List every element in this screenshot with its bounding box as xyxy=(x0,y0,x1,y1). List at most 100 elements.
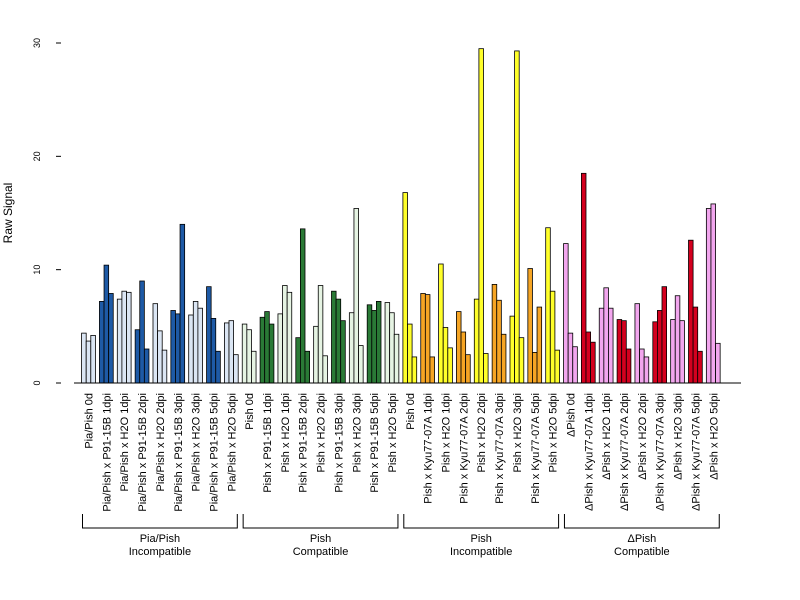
bar xyxy=(251,350,257,384)
x-tick-label: Pish 0d xyxy=(405,393,417,430)
x-tick-label: Pish x P91-15B 1dpi xyxy=(262,393,274,493)
bar xyxy=(679,320,685,384)
x-tick-label: Pish x P91-15B 5dpi xyxy=(369,393,381,493)
group-label: Pish xyxy=(310,533,331,545)
y-tick-label: 20 xyxy=(32,151,42,161)
x-tick-label: ΔPish x Kyu77-07A 3dpi xyxy=(655,393,667,511)
bar xyxy=(389,312,395,384)
group-label: Compatible xyxy=(293,546,349,558)
bar xyxy=(473,298,480,384)
bar xyxy=(317,285,324,384)
bar xyxy=(322,355,328,384)
group-label: Compatible xyxy=(614,546,670,558)
bar xyxy=(536,306,543,384)
group-label: Pia/Pish xyxy=(140,533,180,545)
x-axis: Pia/Pish 0d Pia/Pish x P91-15B 1dpi Pia/Pi… xyxy=(74,382,741,512)
y-axis: 0 10 20 30 xyxy=(32,38,61,386)
bar xyxy=(407,323,413,384)
x-tick-label: Pish x Kyu77-07A 2dpi xyxy=(458,393,470,504)
bar xyxy=(616,319,623,384)
bar xyxy=(715,342,721,384)
x-tick-label: ΔPish x Kyu77-07A 5dpi xyxy=(690,393,702,511)
x-tick-label: Pia/Pish x H2O 2dpi xyxy=(155,393,167,491)
bar xyxy=(103,264,110,384)
bar xyxy=(483,353,489,384)
x-tick-label: Pish 0d xyxy=(244,393,256,430)
bar xyxy=(246,329,252,384)
bar xyxy=(331,290,337,384)
bars-layer xyxy=(81,48,721,384)
bar xyxy=(697,350,703,384)
bar xyxy=(277,313,283,384)
group-bracket xyxy=(563,514,720,529)
group-label: Incompatible xyxy=(450,546,512,558)
bar xyxy=(585,331,591,384)
group-bracket xyxy=(242,514,399,529)
bar xyxy=(371,310,377,384)
bar xyxy=(621,320,627,384)
x-tick-label: Pia/Pish x H2O 5dpi xyxy=(226,393,238,491)
bar xyxy=(375,300,382,384)
bar xyxy=(197,307,203,384)
bar xyxy=(634,303,640,384)
bar xyxy=(233,354,239,384)
x-tick-label: Pia/Pish x P91-15B 3dpi xyxy=(173,393,185,512)
bar xyxy=(143,348,150,384)
bar xyxy=(85,340,92,384)
bar xyxy=(313,325,319,384)
x-tick-label: ΔPish x H2O 2dpi xyxy=(637,393,649,480)
bar xyxy=(478,48,484,384)
bar xyxy=(424,294,431,384)
bar xyxy=(335,298,342,384)
bar xyxy=(215,350,221,384)
group-bracket xyxy=(403,514,560,529)
bar xyxy=(674,295,681,384)
bar xyxy=(572,346,578,384)
bar xyxy=(81,332,87,384)
y-tick-label: 10 xyxy=(32,265,42,275)
x-tick-label: Pish x P91-15B 2dpi xyxy=(298,393,310,493)
bar xyxy=(152,303,158,384)
x-tick-label: Pish x H2O 5dpi xyxy=(387,393,399,472)
bar xyxy=(456,311,462,384)
bar xyxy=(563,243,569,384)
bar xyxy=(705,208,712,384)
bar xyxy=(639,348,645,384)
bar xyxy=(161,349,168,384)
group-bracket xyxy=(82,514,238,529)
x-tick-label: Pish x Kyu77-07A 1dpi xyxy=(423,393,435,504)
bar xyxy=(348,312,355,384)
bar xyxy=(692,306,699,384)
group-label: ΔPish xyxy=(627,533,656,545)
y-tick-label: 0 xyxy=(32,380,42,385)
bar xyxy=(509,315,515,384)
bar xyxy=(353,208,359,384)
bar xyxy=(603,287,609,384)
x-tick-label: Pish x P91-15B 3dpi xyxy=(333,393,345,493)
bar xyxy=(465,354,471,384)
bar xyxy=(116,298,123,384)
bar xyxy=(210,317,217,384)
y-tick-label: 30 xyxy=(32,38,42,48)
bar xyxy=(652,321,658,384)
bar xyxy=(139,280,145,384)
bar xyxy=(496,299,502,384)
bar xyxy=(264,311,270,384)
bar xyxy=(384,302,391,384)
bar xyxy=(554,349,560,384)
x-tick-label: Pish x H2O 3dpi xyxy=(512,393,524,472)
bar xyxy=(438,263,444,384)
bar xyxy=(134,329,141,384)
bar xyxy=(581,172,587,384)
bar xyxy=(108,293,114,384)
bar xyxy=(429,356,435,384)
bar xyxy=(228,320,234,384)
bar xyxy=(179,223,186,384)
bar xyxy=(295,337,301,384)
x-tick-label: ΔPish x H2O 1dpi xyxy=(601,393,613,480)
x-tick-label: Pia/Pish x P91-15B 5dpi xyxy=(208,393,220,512)
x-tick-label: Pish x Kyu77-07A 5dpi xyxy=(530,393,542,504)
bar xyxy=(121,290,127,384)
bar xyxy=(223,322,230,384)
